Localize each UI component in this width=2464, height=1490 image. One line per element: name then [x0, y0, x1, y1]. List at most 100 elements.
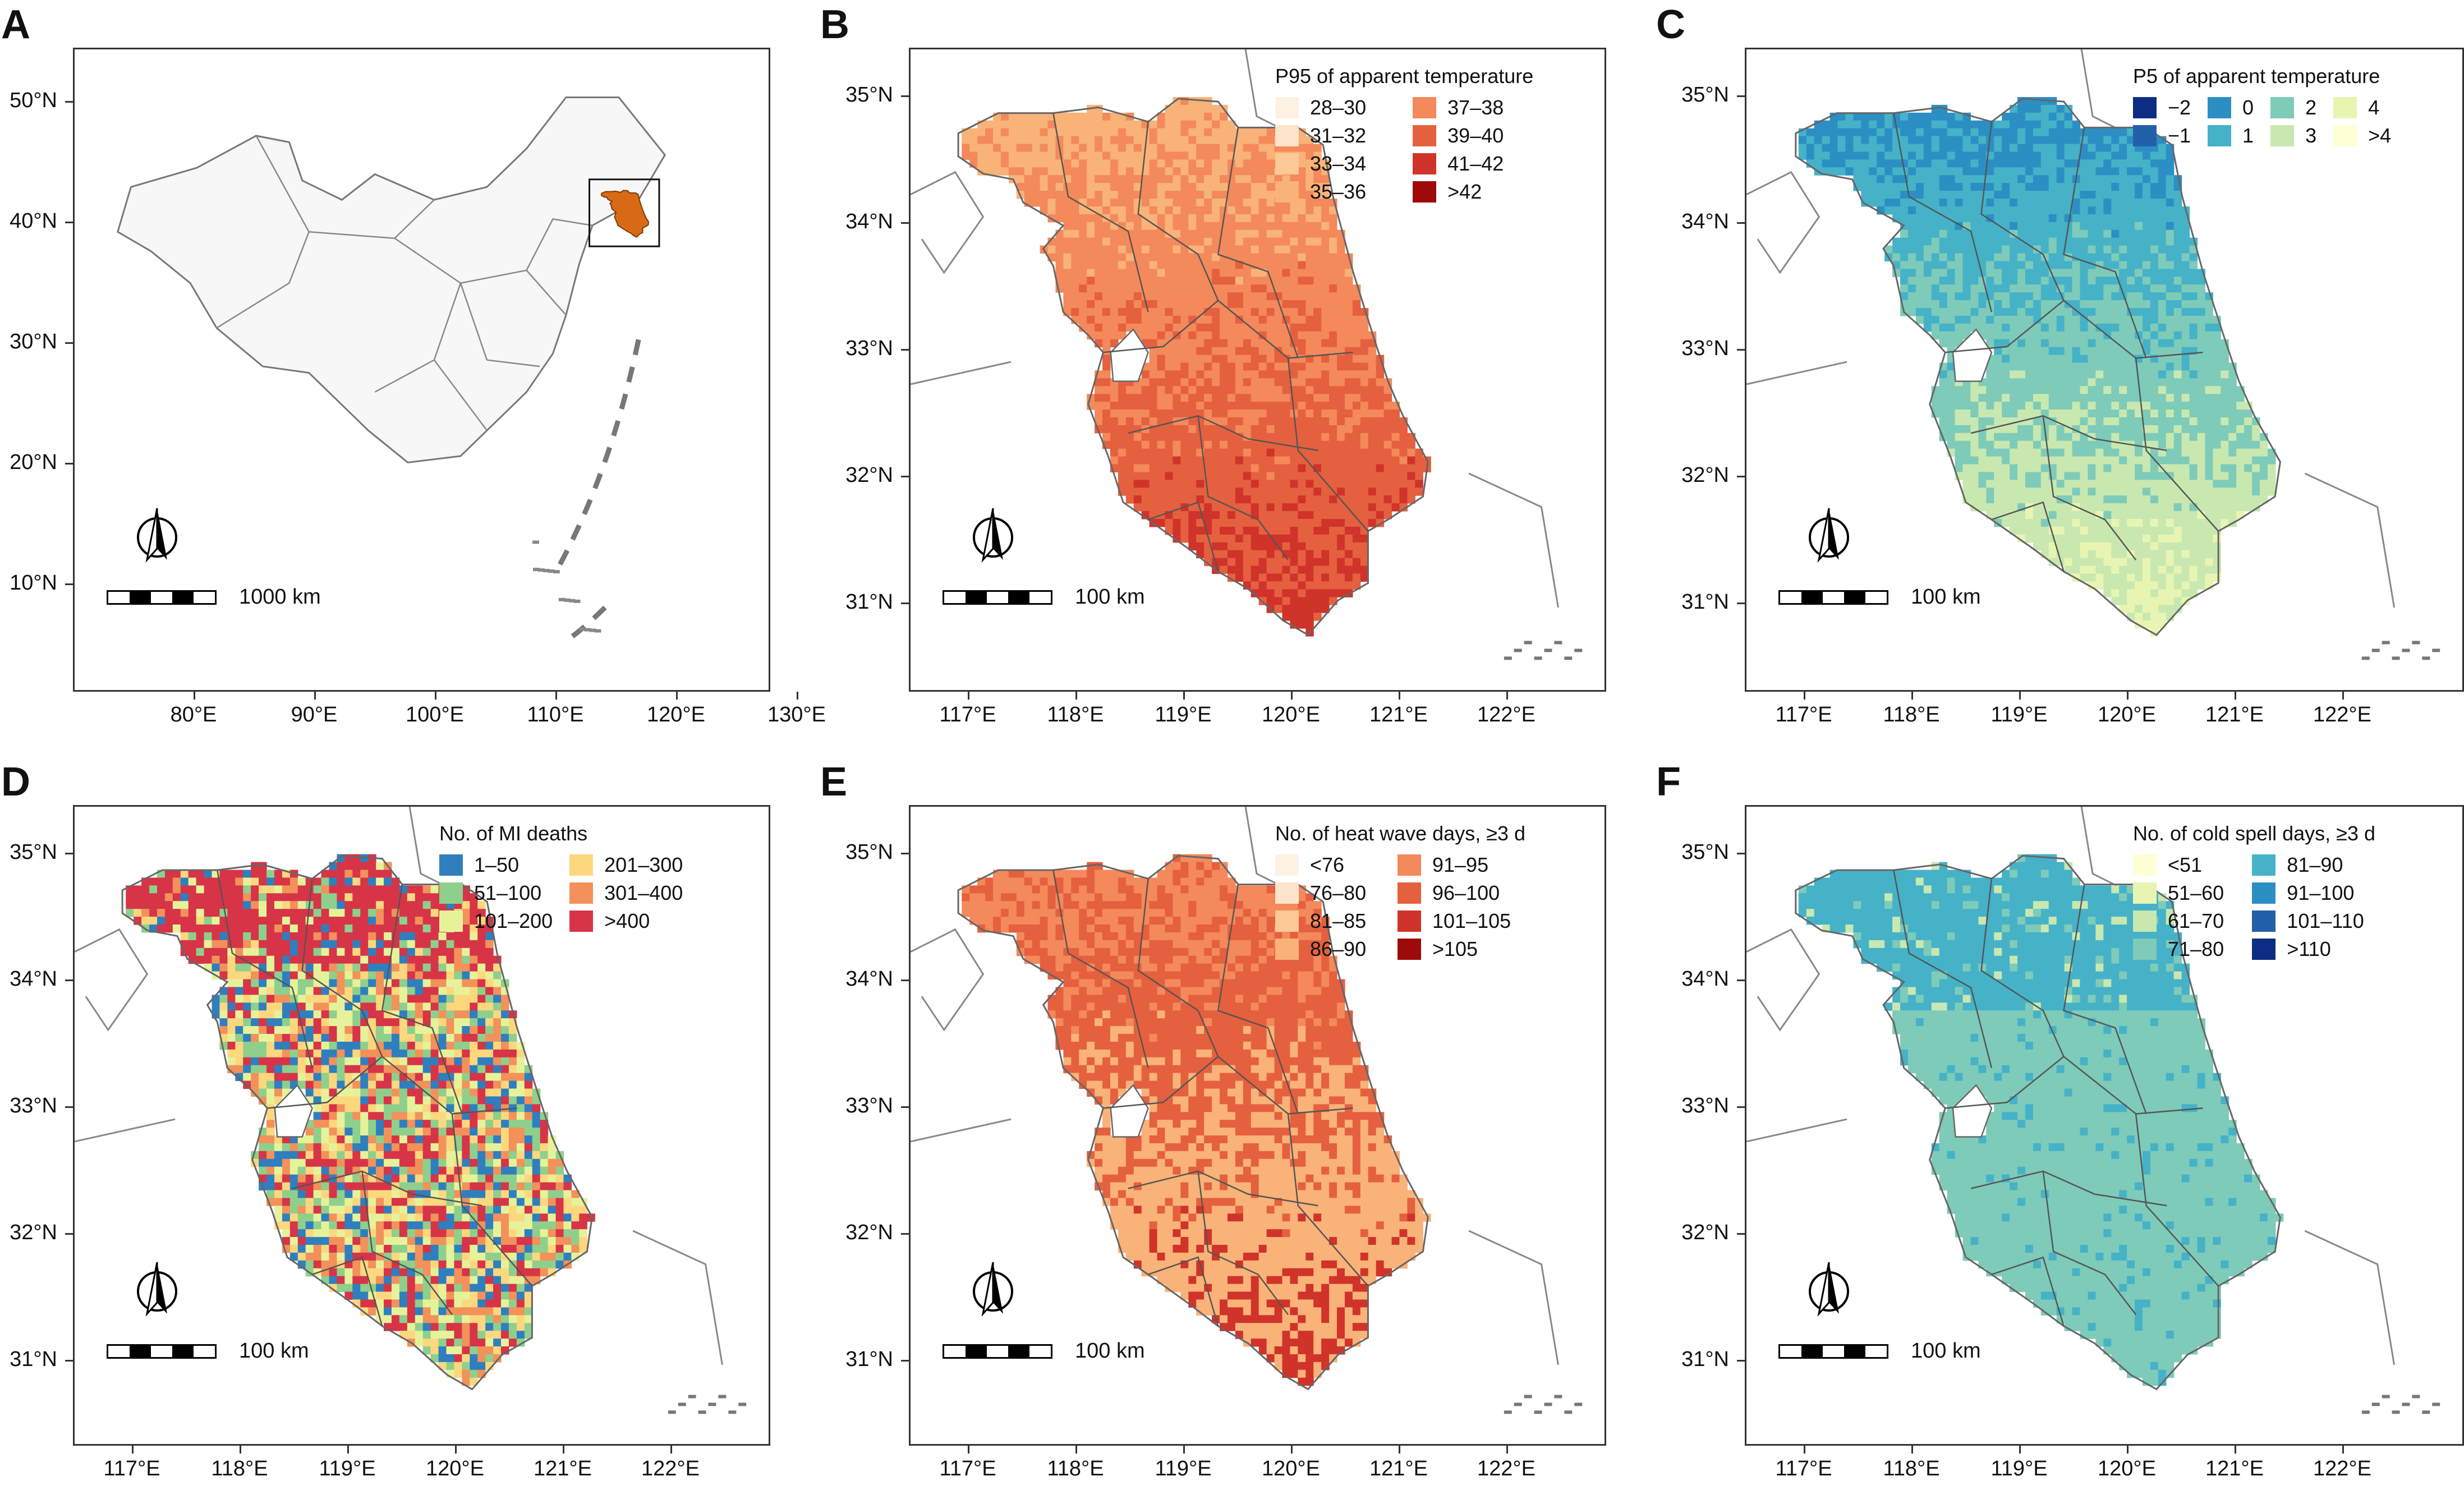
raster-cell — [1869, 199, 1877, 207]
raster-cell — [2181, 480, 2190, 488]
raster-cell — [2064, 480, 2073, 488]
raster-cell — [1305, 386, 1314, 394]
raster-cell — [1274, 253, 1283, 262]
raster-cell — [1196, 237, 1205, 246]
raster-cell — [2158, 315, 2167, 324]
raster-cell — [2127, 589, 2135, 597]
raster-cell — [1125, 480, 1134, 488]
raster-cell — [2103, 558, 2112, 567]
raster-cell — [2002, 323, 2010, 332]
raster-cell — [1415, 472, 1423, 480]
raster-cell — [2166, 605, 2175, 613]
raster-cell — [2103, 253, 2112, 262]
raster-cell — [1923, 323, 1932, 332]
raster-cell — [1282, 261, 1291, 269]
raster-cell — [2017, 229, 2026, 238]
raster-cell — [1212, 307, 1220, 316]
raster-cell — [1204, 410, 1212, 418]
legend-item: 3 — [2270, 124, 2316, 148]
raster-cell — [2103, 191, 2112, 199]
raster-cell — [962, 136, 970, 145]
raster-cell — [384, 870, 392, 879]
raster-cell — [1079, 269, 1087, 277]
raster-cell — [2025, 440, 2034, 449]
raster-cell — [172, 877, 181, 886]
raster-cell — [2181, 534, 2190, 543]
raster-cell — [1877, 206, 1885, 215]
raster-cell — [2189, 315, 2198, 324]
raster-cell — [1877, 128, 1885, 137]
raster-cell — [1344, 472, 1353, 480]
raster-cell — [1118, 425, 1127, 434]
raster-cell — [1024, 183, 1033, 191]
raster-cell — [1313, 144, 1322, 153]
raster-cell — [1274, 519, 1283, 527]
raster-cell — [1877, 112, 1885, 121]
raster-cell — [1939, 206, 1948, 215]
raster-cell — [1266, 573, 1275, 582]
maritime-boundary — [552, 339, 641, 643]
raster-cell — [1212, 347, 1220, 356]
raster-cell — [2103, 503, 2112, 512]
raster-cell — [1102, 370, 1111, 379]
island-mark — [1544, 649, 1552, 652]
raster-cell — [1227, 245, 1236, 254]
raster-cell — [2103, 448, 2112, 457]
raster-cell — [1274, 503, 1283, 512]
raster-cell — [1251, 558, 1259, 567]
raster-cell — [2033, 277, 2042, 285]
raster-cell — [1251, 307, 1259, 316]
raster-cell — [1329, 519, 1337, 527]
raster-cell — [977, 128, 986, 137]
raster-cell — [1344, 339, 1353, 348]
raster-cell — [2088, 136, 2096, 145]
raster-cell — [1305, 581, 1314, 590]
raster-cell — [219, 877, 228, 886]
raster-cell — [2088, 206, 2096, 215]
raster-cell — [2142, 206, 2151, 215]
raster-cell — [1165, 245, 1174, 254]
raster-cell — [1220, 167, 1228, 176]
raster-cell — [2213, 402, 2221, 410]
raster-cell — [2150, 378, 2159, 387]
jiangsu-outline — [957, 98, 1429, 636]
raster-cell — [2158, 151, 2167, 160]
raster-cell — [2158, 386, 2167, 394]
raster-cell — [1344, 386, 1353, 394]
raster-cell — [1994, 300, 2002, 309]
raster-cell — [1900, 214, 1909, 223]
raster-cell — [1337, 394, 1345, 402]
raster-cell — [1978, 315, 1987, 324]
raster-cell — [1907, 261, 1916, 269]
raster-cell — [1227, 534, 1236, 543]
raster-cell — [2010, 206, 2018, 215]
raster-cell — [1063, 112, 1072, 121]
raster-cell — [1258, 519, 1267, 527]
raster-cell — [1220, 245, 1228, 254]
raster-cell — [2228, 378, 2237, 387]
raster-cell — [2166, 511, 2175, 519]
raster-cell — [2197, 495, 2206, 504]
raster-cell — [1329, 526, 1337, 535]
raster-cell — [2025, 191, 2034, 199]
raster-cell — [2095, 573, 2104, 582]
raster-cell — [2197, 394, 2206, 402]
raster-cell — [1133, 206, 1142, 215]
raster-cell — [1861, 112, 1869, 121]
raster-cell — [1923, 307, 1932, 316]
raster-cell — [2135, 480, 2143, 488]
raster-cell — [1313, 300, 1322, 309]
raster-cell — [2228, 488, 2237, 496]
raster-cell — [1149, 440, 1158, 449]
raster-cell — [1352, 394, 1361, 402]
raster-cell — [1305, 534, 1314, 543]
raster-cell — [1149, 386, 1158, 394]
raster-cell — [1313, 433, 1322, 442]
raster-cell — [2033, 167, 2042, 176]
raster-cell — [1227, 136, 1236, 145]
raster-cell — [1298, 191, 1306, 199]
raster-cell — [1352, 347, 1361, 356]
raster-cell — [1274, 245, 1283, 254]
raster-cell — [1994, 355, 2002, 364]
raster-cell — [1939, 159, 1948, 168]
